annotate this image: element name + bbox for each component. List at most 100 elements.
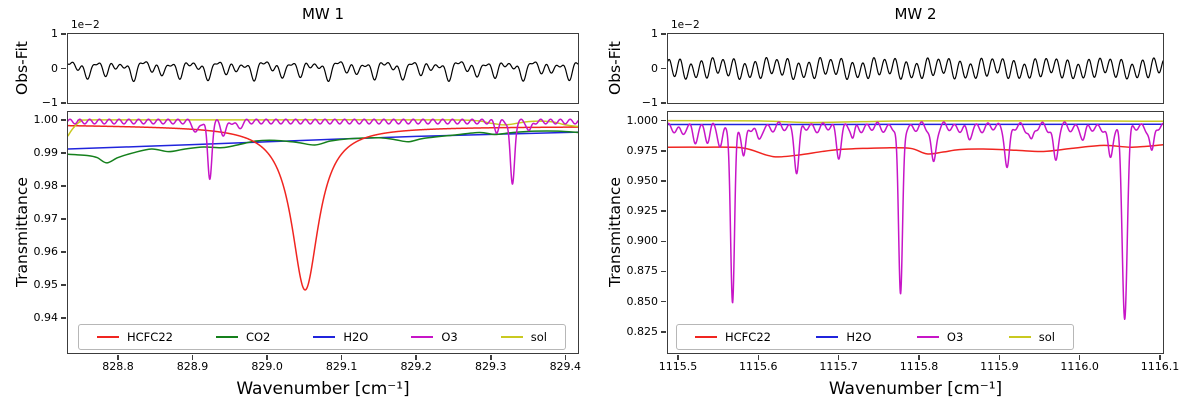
mw1-legend: HCFC22 CO2 H2O O3 sol — [78, 324, 566, 350]
mw2-transmittance-ytick-label: 0.925 — [626, 204, 659, 218]
mw1-transmittance-panel — [66, 110, 579, 354]
tick-mark — [61, 185, 66, 187]
legend-item-h2o: H2O — [816, 330, 871, 344]
tick-mark — [661, 331, 666, 333]
legend-item-hcfc22: HCFC22 — [695, 330, 771, 344]
tick-mark — [661, 150, 666, 152]
mw1-residual-ytick-label: 1 — [51, 27, 58, 40]
mw1-xtick-label: 829.2 — [400, 360, 432, 373]
tick-mark — [61, 119, 66, 121]
legend-label-h2o: H2O — [343, 330, 369, 344]
mw2-legend: HCFC22 H2O O3 sol — [676, 324, 1074, 350]
legend-item-co2: CO2 — [215, 330, 271, 344]
mw2-transmittance-ytick-label: 0.950 — [626, 173, 659, 187]
mw2-residual-line — [667, 56, 1163, 80]
mw2-xtick-label: 1116.0 — [1060, 360, 1099, 373]
tick-mark — [1159, 354, 1161, 360]
legend-label-co2: CO2 — [245, 330, 271, 344]
mw1-xtick-label: 829.4 — [549, 360, 582, 373]
tick-mark — [661, 67, 666, 70]
tick-mark — [61, 152, 66, 154]
mw1-transmittance-ytick-label: 0.98 — [33, 178, 59, 192]
legend-label-sol: sol — [530, 330, 547, 344]
tick-mark — [661, 33, 666, 35]
mw1-residual-ytick-label: −1 — [41, 96, 58, 109]
mw2-residual-panel — [666, 32, 1164, 104]
legend-item-sol: sol — [500, 330, 547, 344]
tick-mark — [117, 354, 119, 360]
legend-label-o3: O3 — [946, 330, 964, 344]
legend-label-h2o: H2O — [846, 330, 872, 344]
tick-mark — [661, 119, 666, 122]
tick-mark — [918, 354, 920, 360]
mw1-title: MW 1 — [301, 5, 345, 23]
legend-label-sol: sol — [1038, 330, 1055, 344]
mw2-offset-text: 1e−2 — [671, 19, 700, 31]
tick-mark — [61, 67, 66, 70]
mw1-transmittance-ytick-label: 0.99 — [33, 145, 59, 159]
tick-mark — [415, 354, 417, 360]
mw2-residual-ytick-label: −1 — [641, 96, 658, 109]
mw2-series-o3 — [667, 120, 1163, 320]
legend-swatch-hcfc22 — [695, 336, 717, 338]
mw1-transmittance-ytick-label: 0.94 — [33, 311, 59, 324]
mw1-transmittance-ytick-label: 0.96 — [33, 244, 59, 258]
mw1-transmittance-ytick-label: 0.97 — [33, 211, 59, 225]
mw1-transmittance-ytick-label: 0.95 — [33, 277, 59, 291]
mw1-offset-text: 1e−2 — [71, 19, 100, 31]
tick-mark — [61, 102, 66, 104]
legend-swatch-co2 — [215, 336, 238, 338]
tick-mark — [266, 354, 268, 360]
mw2-xtick-label: 1115.6 — [739, 360, 778, 373]
mw1-xtick-label: 828.8 — [102, 360, 134, 373]
tick-mark — [661, 210, 666, 212]
tick-mark — [340, 354, 343, 360]
legend-swatch-sol — [1008, 336, 1031, 338]
mw2-transmittance-plot — [667, 119, 1163, 320]
tick-mark — [661, 300, 666, 303]
tick-mark — [191, 354, 194, 360]
tick-mark — [61, 317, 66, 319]
tick-mark — [661, 240, 666, 243]
legend-swatch-h2o — [313, 336, 336, 338]
mw1-residual-plot — [67, 60, 578, 82]
mw2-xtick-label: 1116.1 — [1140, 360, 1180, 373]
mw1-series-hcfc22 — [67, 124, 578, 291]
tick-mark — [757, 354, 760, 360]
mw2-transmittance-ytick-label: 0.900 — [626, 234, 659, 248]
mw2-series-sol — [667, 119, 1163, 123]
tick-mark — [661, 102, 666, 104]
mw1-residual-line — [67, 60, 578, 82]
tick-mark — [998, 354, 1001, 360]
mw2-transmittance-ytick-label: 0.825 — [626, 324, 659, 338]
mw1-residual-panel — [66, 32, 579, 104]
tick-mark — [677, 354, 679, 360]
mw2-xtick-label: 1115.9 — [980, 360, 1019, 373]
legend-label-hcfc22: HCFC22 — [725, 330, 771, 344]
tick-mark — [490, 354, 492, 360]
mw2-transmittance-panel — [666, 110, 1164, 354]
legend-item-sol: sol — [1008, 330, 1055, 344]
tick-mark — [661, 270, 666, 273]
legend-swatch-o3 — [916, 336, 939, 338]
legend-item-hcfc22: HCFC22 — [97, 330, 173, 344]
legend-item-h2o: H2O — [313, 330, 368, 344]
mw1-series-co2 — [67, 129, 578, 164]
mw2-transmittance-ytick-label: 1.000 — [626, 113, 659, 127]
mw2-transmittance-ytick-label: 0.875 — [626, 264, 659, 278]
mw2-xtick-label: 1115.7 — [819, 360, 858, 373]
tick-mark — [837, 354, 840, 360]
mw2-xtick-label: 1115.8 — [899, 360, 939, 373]
tick-mark — [61, 251, 66, 253]
mw2-xlabel: Wavenumber [cm⁻¹] — [828, 379, 1003, 399]
mw1-xtick-label: 829.1 — [325, 360, 358, 373]
mw2-residual-ytick-label: 1 — [651, 27, 658, 40]
tick-mark — [61, 33, 66, 35]
mw2-title: MW 2 — [894, 5, 937, 23]
mw2-residual-plot — [667, 56, 1163, 80]
mw2-xtick-label: 1115.5 — [658, 360, 698, 373]
legend-swatch-h2o — [816, 336, 839, 338]
legend-item-o3: O3 — [916, 330, 964, 344]
legend-item-o3: O3 — [411, 330, 458, 344]
